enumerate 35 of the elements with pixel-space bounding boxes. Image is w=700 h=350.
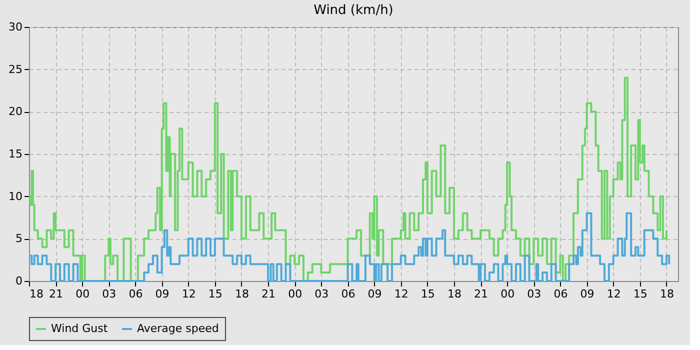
x-tick-label: 18 [30, 288, 44, 300]
x-tick-label: 00 [500, 288, 515, 300]
x-tick-label: 12 [182, 288, 196, 300]
x-tick-label: 09 [368, 288, 382, 300]
x-tick-label: 06 [341, 288, 356, 300]
y-tick-label: 20 [8, 105, 22, 118]
x-tick-label: 12 [606, 288, 621, 300]
x-tick-label: 21 [262, 288, 276, 300]
x-tick-label: 00 [288, 288, 302, 300]
x-tick-label: 15 [420, 288, 435, 300]
legend-label: Average speed [137, 322, 219, 335]
x-tick-label: 21 [49, 288, 64, 300]
x-tick-label: 21 [474, 288, 488, 300]
y-tick-label: 10 [8, 190, 22, 203]
y-tick-label: 5 [16, 232, 22, 246]
x-tick-label: 15 [633, 288, 648, 300]
x-tick-label: 06 [128, 288, 143, 300]
x-tick-label: 18 [447, 288, 462, 300]
x-tick-label: 18 [234, 288, 249, 300]
x-tick-label: 12 [394, 288, 408, 300]
y-tick-label: 30 [8, 20, 22, 34]
y-tick-label: 15 [8, 148, 22, 160]
x-tick-label: 18 [660, 288, 674, 300]
y-tick-label: 25 [8, 62, 22, 76]
x-tick-label: 09 [155, 288, 170, 300]
x-tick-label: 09 [580, 288, 594, 300]
x-tick-label: 15 [208, 288, 222, 300]
chart-title: Wind (km/h) [314, 3, 394, 18]
x-tick-label: 03 [527, 288, 542, 300]
x-tick-label: 06 [554, 288, 568, 300]
x-tick-label: 03 [314, 288, 329, 300]
legend-label: Wind Gust [51, 322, 108, 335]
x-tick-label: 03 [102, 288, 116, 300]
y-tick-label: 0 [16, 274, 22, 288]
x-tick-label: 00 [76, 288, 90, 300]
